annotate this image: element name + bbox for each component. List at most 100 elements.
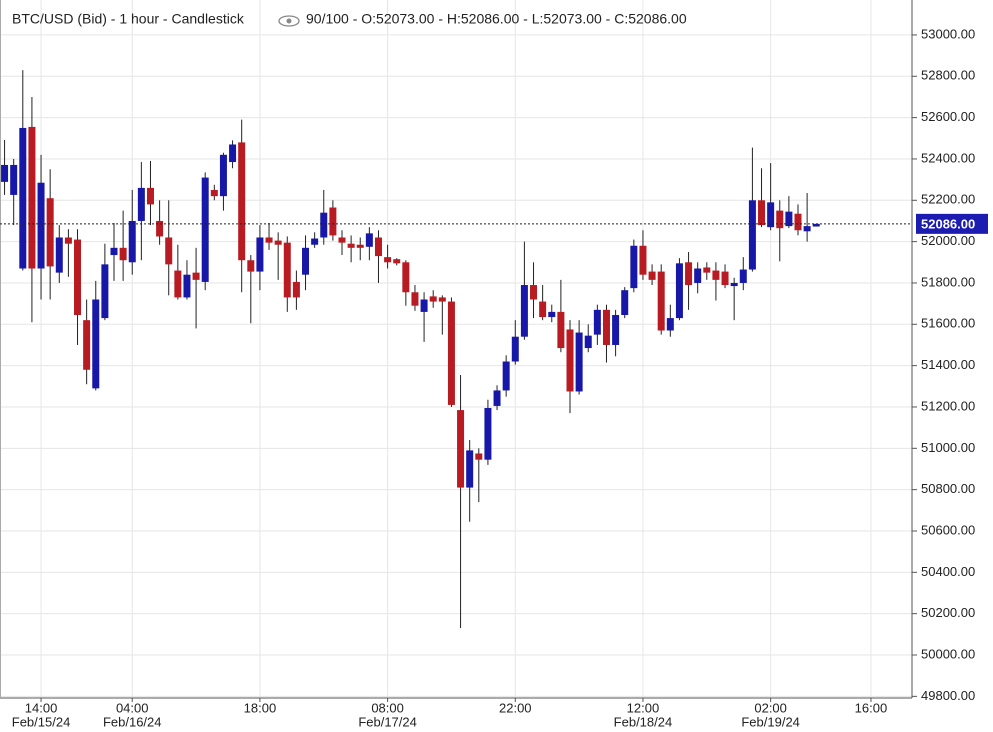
candle-body — [283, 242, 291, 298]
candle-body — [338, 237, 346, 243]
chart-info: 90/100 - O:52073.00 - H:52086.00 - L:520… — [306, 11, 687, 27]
candle-body — [347, 243, 355, 248]
candle-body — [83, 320, 91, 370]
candle-body — [265, 237, 273, 243]
y-tick-label: 50600.00 — [921, 522, 975, 537]
candle-body — [365, 233, 373, 247]
candle-body — [229, 144, 237, 163]
candle-body — [74, 239, 82, 315]
candle-body — [776, 210, 784, 229]
x-tick-label: 16:00 — [855, 700, 888, 715]
candle-body — [384, 257, 392, 263]
candle-body — [557, 311, 565, 349]
candle-body — [174, 270, 182, 298]
candle-body — [666, 318, 674, 331]
y-tick-label: 49800.00 — [921, 688, 975, 703]
candle-body — [703, 267, 711, 273]
candle-body — [602, 309, 610, 345]
candle-body — [429, 296, 437, 302]
candle-body — [484, 408, 492, 460]
candle-body — [201, 177, 209, 282]
candle-body — [247, 260, 255, 272]
y-tick-label: 52400.00 — [921, 150, 975, 165]
chart-title: BTC/USD (Bid) - 1 hour - Candlestick — [12, 11, 245, 27]
y-tick-label: 50200.00 — [921, 605, 975, 620]
y-tick-label: 50400.00 — [921, 564, 975, 579]
y-tick-label: 53000.00 — [921, 26, 975, 41]
candle-body — [128, 220, 136, 263]
y-tick-label: 52800.00 — [921, 68, 975, 83]
y-tick-label: 51400.00 — [921, 357, 975, 372]
candle-body — [584, 335, 592, 349]
candle-body — [721, 271, 729, 286]
x-date-label: Feb/18/24 — [614, 714, 673, 729]
candle-body — [712, 270, 720, 280]
candle-body — [393, 259, 401, 264]
candle-body — [758, 200, 766, 226]
candle-body — [10, 164, 18, 195]
candle-body — [320, 212, 328, 238]
candle-body — [457, 410, 465, 488]
y-tick-label: 51800.00 — [921, 274, 975, 289]
x-tick-label: 04:00 — [116, 700, 149, 715]
candle-body — [493, 390, 501, 406]
candle-body — [748, 200, 756, 270]
candle-body — [374, 237, 382, 257]
y-tick-label: 51600.00 — [921, 316, 975, 331]
candle-body — [466, 450, 474, 488]
y-tick-label: 52000.00 — [921, 233, 975, 248]
candle-body — [92, 299, 100, 389]
x-tick-label: 22:00 — [499, 700, 532, 715]
candle-body — [137, 187, 145, 221]
candle-body — [657, 271, 665, 331]
candle-body — [356, 244, 364, 248]
candle-body — [146, 187, 154, 205]
x-tick-label: 12:00 — [627, 700, 660, 715]
candle-body — [685, 262, 693, 286]
x-date-label: Feb/19/24 — [741, 714, 800, 729]
candle-body — [502, 361, 510, 391]
y-tick-label: 50000.00 — [921, 646, 975, 661]
candle-body — [447, 301, 455, 405]
x-tick-label: 02:00 — [754, 700, 787, 715]
candle-body — [329, 207, 337, 236]
last-price-label: 52086.00 — [921, 216, 975, 231]
candle-body — [612, 314, 620, 345]
candle-body — [739, 269, 747, 283]
candle-body — [767, 202, 775, 228]
candle-body — [274, 240, 282, 245]
y-tick-label: 52600.00 — [921, 109, 975, 124]
candle-body — [539, 301, 547, 318]
x-date-label: Feb/15/24 — [12, 714, 71, 729]
x-tick-label: 14:00 — [25, 700, 58, 715]
candle-body — [192, 272, 200, 280]
y-tick-label: 50800.00 — [921, 481, 975, 496]
candle-body — [156, 220, 164, 237]
candle-body — [511, 336, 519, 362]
candle-body — [785, 211, 793, 227]
x-date-label: Feb/17/24 — [358, 714, 417, 729]
grid — [0, 0, 912, 698]
candle-body — [803, 226, 811, 232]
candle-body — [64, 237, 72, 244]
candle-body — [101, 264, 109, 319]
candle-body — [19, 127, 27, 269]
x-tick-label: 08:00 — [371, 700, 404, 715]
candle-body — [575, 332, 583, 392]
y-tick-label: 51000.00 — [921, 440, 975, 455]
candle-body — [28, 126, 36, 269]
candle-body — [110, 247, 118, 256]
candle-body — [630, 245, 638, 289]
candle-body — [238, 142, 246, 261]
candle-body — [621, 290, 629, 315]
candle-body — [46, 198, 54, 267]
y-tick-label: 52200.00 — [921, 192, 975, 207]
candle-body — [420, 299, 428, 312]
candle-body — [411, 292, 419, 306]
candle-body — [256, 237, 264, 272]
candles — [1, 70, 820, 629]
candle-body — [566, 329, 574, 392]
last-price-box — [916, 213, 988, 234]
